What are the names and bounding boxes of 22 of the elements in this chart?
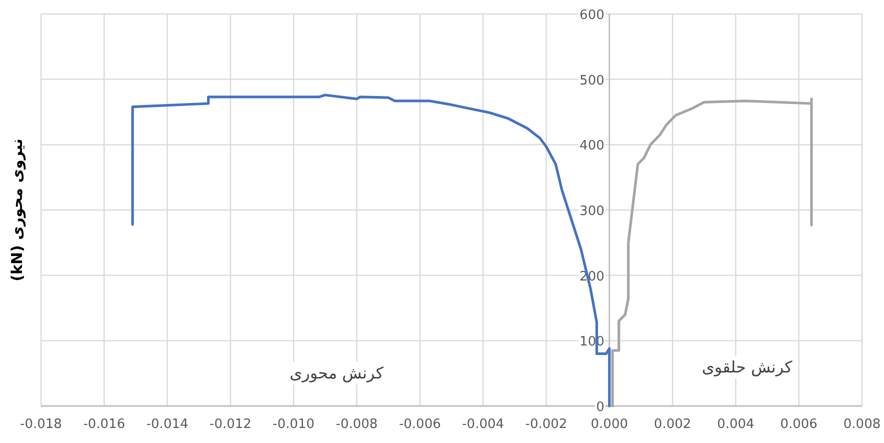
x-tick-label: 0.004 — [717, 417, 754, 432]
y-tick-label: 0 — [596, 400, 604, 415]
x-tick-label: -0.002 — [525, 417, 568, 432]
x-tick-label: -0.012 — [210, 417, 252, 432]
x-tick-label: -0.014 — [146, 417, 188, 432]
y-tick-label: 300 — [580, 204, 604, 219]
x-tick-label: 0.006 — [780, 417, 818, 432]
y-axis-title: نیروی محوری (kN) — [8, 138, 26, 282]
x-tick-label: -0.008 — [336, 417, 378, 432]
annotation: کرنش محوری — [290, 364, 384, 383]
x-tick-label: -0.006 — [398, 417, 441, 432]
x-tick-label: -0.016 — [83, 417, 126, 432]
y-tick-label: 500 — [580, 73, 604, 88]
annotation: کرنش حلقوی — [702, 358, 793, 377]
x-tick-label: 0.008 — [843, 417, 881, 432]
y-tick-label: 600 — [580, 8, 604, 23]
x-tick-label: -0.018 — [20, 417, 62, 432]
x-tick-label: -0.004 — [462, 417, 504, 432]
x-tick-label: 0.002 — [654, 417, 692, 432]
x-tick-label: 0.000 — [590, 417, 628, 432]
x-tick-label: -0.010 — [272, 417, 315, 432]
y-tick-label: 400 — [580, 138, 604, 154]
